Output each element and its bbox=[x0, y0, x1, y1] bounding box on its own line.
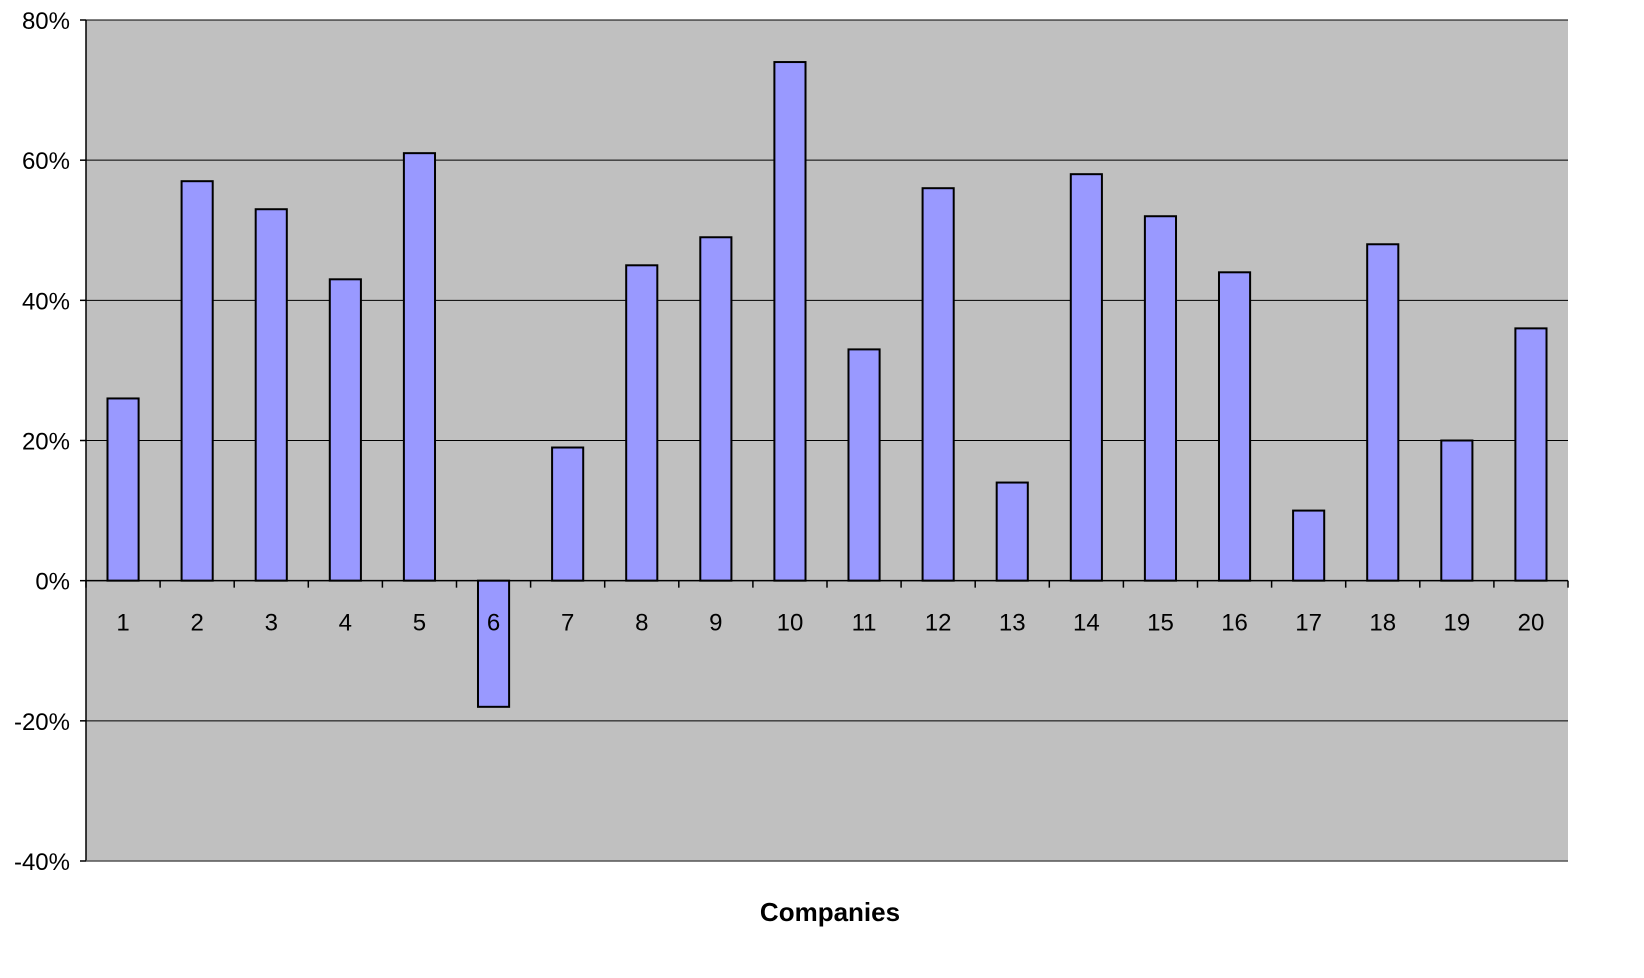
bar-company-7 bbox=[552, 448, 583, 581]
y-tick-label: 80% bbox=[22, 8, 70, 35]
bar-company-1 bbox=[107, 398, 138, 580]
bar-company-19 bbox=[1441, 441, 1472, 581]
bar-company-18 bbox=[1367, 244, 1398, 580]
bar-company-16 bbox=[1219, 272, 1250, 580]
x-tick-label: 11 bbox=[852, 610, 877, 637]
x-tick-label: 16 bbox=[1221, 610, 1248, 637]
x-tick-label: 8 bbox=[635, 610, 648, 637]
y-tick-label: -20% bbox=[14, 709, 70, 736]
bar-company-17 bbox=[1293, 511, 1324, 581]
x-tick-label: 19 bbox=[1443, 610, 1470, 637]
x-tick-label: 1 bbox=[116, 610, 129, 637]
x-tick-label: 14 bbox=[1073, 610, 1100, 637]
x-tick-label: 15 bbox=[1147, 610, 1174, 637]
bar-company-10 bbox=[774, 62, 805, 581]
bar-company-13 bbox=[997, 483, 1028, 581]
x-tick-label: 3 bbox=[265, 610, 278, 637]
x-tick-label: 4 bbox=[339, 610, 352, 637]
bar-company-11 bbox=[848, 349, 879, 580]
bar-company-15 bbox=[1145, 216, 1176, 580]
bar-company-14 bbox=[1071, 174, 1102, 580]
y-tick-label: -40% bbox=[14, 849, 70, 876]
bar-company-4 bbox=[330, 279, 361, 580]
x-tick-label: 10 bbox=[777, 610, 804, 637]
bar-company-3 bbox=[256, 209, 287, 580]
x-tick-label: 18 bbox=[1369, 610, 1396, 637]
bar-company-9 bbox=[700, 237, 731, 580]
x-tick-label: 2 bbox=[190, 610, 203, 637]
y-tick-label: 0% bbox=[35, 569, 70, 596]
x-axis-title: Companies bbox=[760, 897, 900, 927]
x-tick-label: 20 bbox=[1518, 610, 1545, 637]
x-tick-label: 6 bbox=[487, 610, 500, 637]
x-tick-label: 5 bbox=[413, 610, 426, 637]
x-tick-label: 17 bbox=[1295, 610, 1322, 637]
x-tick-label: 7 bbox=[561, 610, 574, 637]
y-tick-labels: -40% -20% 0% 20% 40% 60% 80% bbox=[14, 8, 70, 876]
bar-company-6 bbox=[478, 581, 509, 707]
bar-company-5 bbox=[404, 153, 435, 581]
x-tick-label: 12 bbox=[925, 610, 952, 637]
bar-company-2 bbox=[182, 181, 213, 580]
x-tick-label: 9 bbox=[709, 610, 722, 637]
bar-company-12 bbox=[923, 188, 954, 580]
y-tick-label: 60% bbox=[22, 148, 70, 175]
x-tick-label: 13 bbox=[999, 610, 1026, 637]
bar-company-8 bbox=[626, 265, 657, 580]
y-tick-label: 20% bbox=[22, 429, 70, 456]
bar-company-20 bbox=[1515, 328, 1546, 580]
y-tick-label: 40% bbox=[22, 288, 70, 315]
